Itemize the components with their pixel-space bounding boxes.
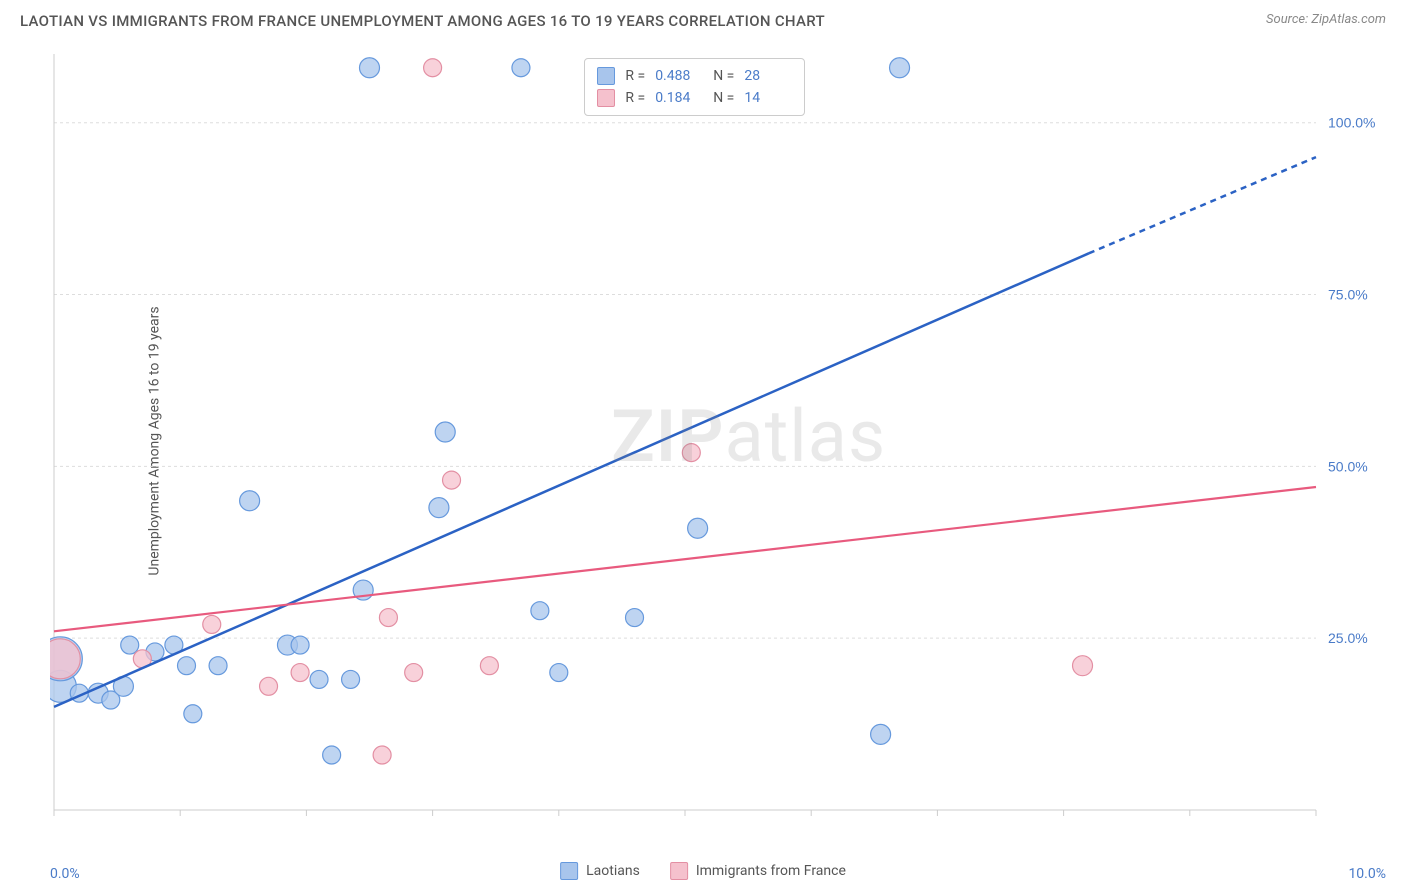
chart-area: Unemployment Among Ages 16 to 19 years 2… bbox=[50, 50, 1386, 832]
correlation-legend: R = 0.488 N = 28 R = 0.184 N = 14 bbox=[584, 58, 805, 116]
x-axis-end-label: 10.0% bbox=[1348, 866, 1386, 882]
source-attribution: Source: ZipAtlas.com bbox=[1266, 12, 1386, 27]
series-legend: Laotians Immigrants from France bbox=[560, 862, 846, 880]
legend-swatch bbox=[560, 862, 578, 880]
n-label: N = bbox=[713, 68, 734, 84]
r-value: 0.184 bbox=[655, 90, 703, 106]
legend-label: Immigrants from France bbox=[696, 863, 846, 879]
svg-text:50.0%: 50.0% bbox=[1328, 458, 1368, 474]
legend-swatch bbox=[597, 89, 615, 107]
correlation-legend-row: R = 0.184 N = 14 bbox=[597, 87, 792, 109]
svg-text:100.0%: 100.0% bbox=[1328, 115, 1375, 131]
r-value: 0.488 bbox=[655, 68, 703, 84]
legend-swatch bbox=[670, 862, 688, 880]
r-label: R = bbox=[625, 68, 645, 84]
svg-text:75.0%: 75.0% bbox=[1328, 287, 1368, 303]
r-label: R = bbox=[625, 90, 645, 106]
n-value: 14 bbox=[744, 90, 792, 106]
x-axis-start-label: 0.0% bbox=[50, 866, 80, 882]
legend-item: Immigrants from France bbox=[670, 862, 846, 880]
legend-swatch bbox=[597, 67, 615, 85]
chart-title: LAOTIAN VS IMMIGRANTS FROM FRANCE UNEMPL… bbox=[20, 12, 825, 30]
legend-label: Laotians bbox=[586, 863, 640, 879]
n-label: N = bbox=[713, 90, 734, 106]
n-value: 28 bbox=[744, 68, 792, 84]
legend-item: Laotians bbox=[560, 862, 640, 880]
svg-text:25.0%: 25.0% bbox=[1328, 630, 1368, 646]
scatter-plot: 25.0% 50.0% 75.0% 100.0% bbox=[50, 50, 1386, 832]
correlation-legend-row: R = 0.488 N = 28 bbox=[597, 65, 792, 87]
